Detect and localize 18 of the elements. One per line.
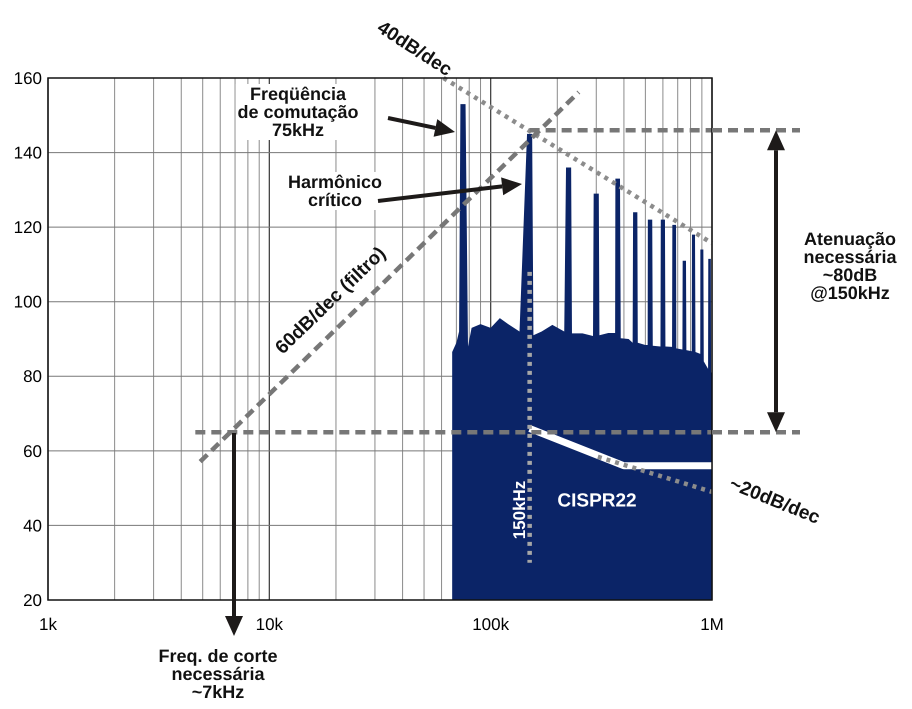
text: Atenuação necessária ~80dB @150kHz — [803, 229, 898, 303]
series-label: CISPR22 — [557, 490, 637, 512]
annotation: Harmônico crítico — [288, 172, 382, 210]
y-tick-label: 160 — [14, 68, 42, 88]
x-tick-label: 1k — [39, 615, 58, 634]
annotation: 150kHz — [510, 480, 529, 540]
y-tick-label: 20 — [23, 590, 42, 610]
y-tick-label: 140 — [14, 144, 42, 163]
annotation: Freqüência de comutação 75kHz — [237, 84, 359, 140]
y-tick-label: 60 — [23, 442, 42, 461]
y-tick-label: 80 — [23, 367, 42, 386]
x-tick-label: 100k — [472, 615, 510, 634]
x-tick-label: 10k — [256, 615, 284, 634]
y-tick-label: 120 — [14, 218, 42, 238]
y-tick-label: 40 — [23, 516, 42, 536]
text: Freq. de corte necessária ~7kHz — [158, 646, 278, 702]
x-tick-label: 1M — [700, 615, 724, 634]
y-tick-label: 100 — [14, 292, 42, 312]
